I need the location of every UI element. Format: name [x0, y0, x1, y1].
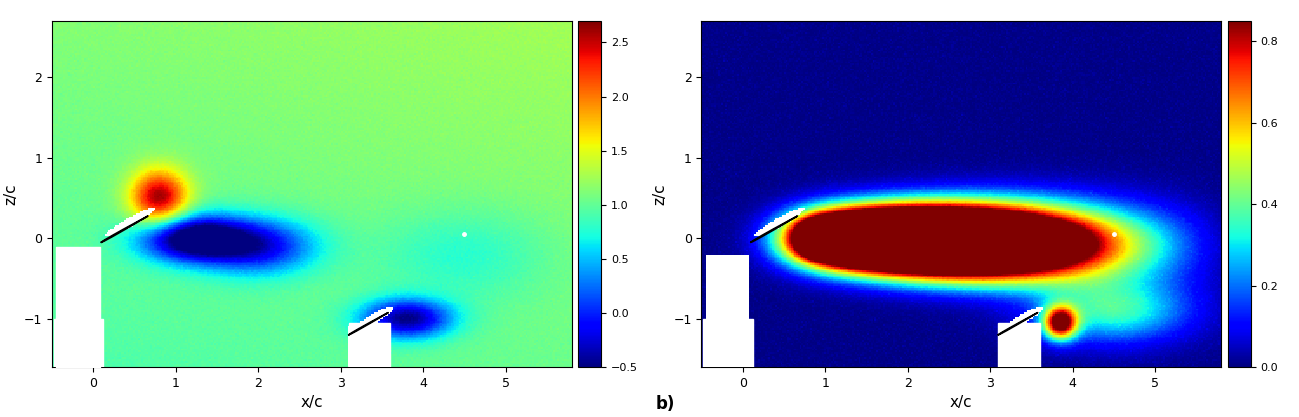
Bar	[53, 319, 103, 371]
X-axis label: x/c: x/c	[300, 395, 323, 410]
X-axis label: x/c: x/c	[950, 395, 973, 410]
Polygon shape	[101, 216, 148, 242]
Bar	[703, 319, 752, 371]
Y-axis label: z/c: z/c	[4, 183, 18, 205]
Text: b): b)	[656, 395, 675, 413]
Polygon shape	[349, 313, 388, 335]
Y-axis label: z/c: z/c	[653, 183, 668, 205]
Bar	[999, 323, 1039, 371]
Bar	[349, 323, 390, 371]
Polygon shape	[999, 313, 1038, 335]
Polygon shape	[751, 216, 798, 242]
